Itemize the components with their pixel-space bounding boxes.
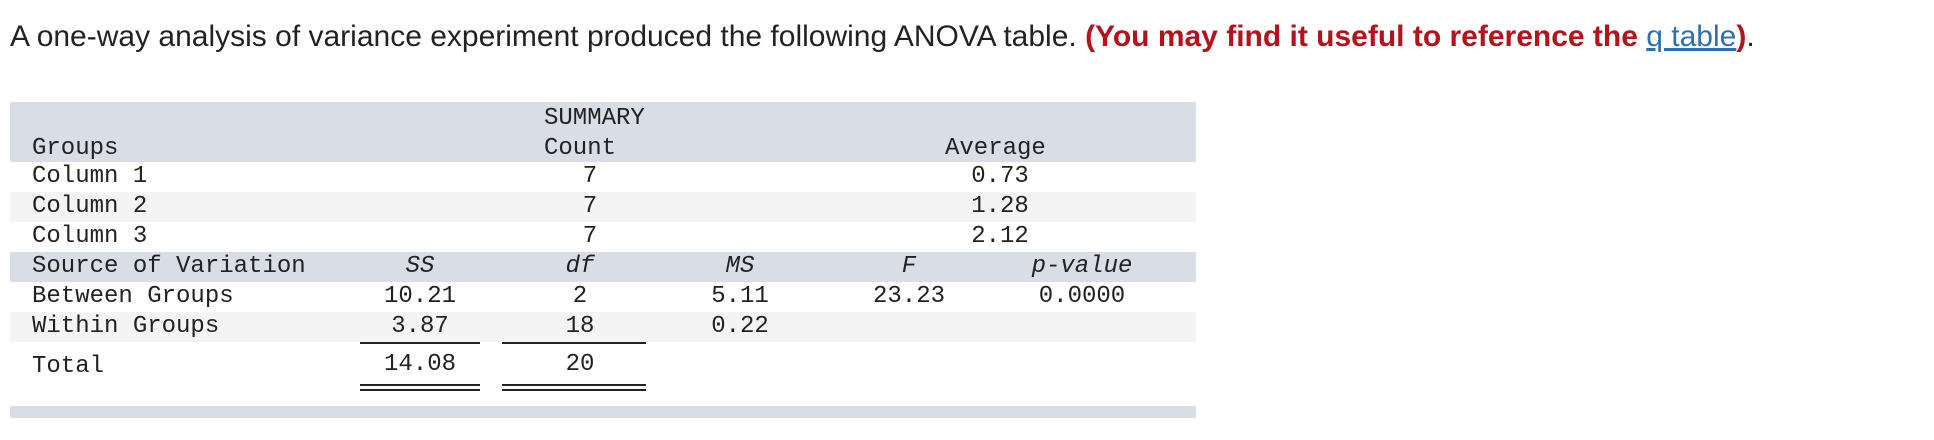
q-table-note: (You may find it useful to reference the… — [1085, 20, 1746, 53]
count-header: Count — [544, 135, 617, 162]
df-total-rule — [502, 342, 646, 344]
group-name: Column 2 — [32, 193, 148, 220]
ms-value: 5.11 — [711, 283, 769, 310]
ms-header: MS — [725, 253, 755, 280]
note-open: (You may find it useful to reference the — [1085, 20, 1647, 53]
summary-row-1 — [10, 162, 1196, 192]
df-header: df — [565, 253, 595, 280]
df-double-rule — [502, 384, 646, 391]
ss-total: 14.08 — [383, 351, 456, 378]
anova-table: SUMMARY Groups Count Average Column 1 7 … — [10, 102, 1196, 418]
df-total: 20 — [565, 351, 595, 378]
group-count: 7 — [582, 163, 598, 190]
p-value: 0.0000 — [1038, 283, 1126, 310]
groups-header: Groups — [32, 135, 119, 162]
summary-title: SUMMARY — [544, 105, 645, 132]
summary-row-2 — [10, 192, 1196, 222]
total-label: Total — [32, 353, 105, 380]
table-footer-band — [10, 406, 1196, 418]
f-header: F — [901, 253, 917, 280]
group-count: 7 — [582, 193, 598, 220]
f-value: 23.23 — [872, 283, 945, 310]
group-name: Column 1 — [32, 163, 148, 190]
group-average: 2.12 — [971, 223, 1029, 250]
ss-value: 3.87 — [391, 313, 449, 340]
source-name: Within Groups — [32, 313, 220, 340]
anova-header-band — [10, 252, 1196, 282]
ss-value: 10.21 — [383, 283, 456, 310]
source-header: Source of Variation — [32, 253, 306, 280]
note-close: ) — [1736, 20, 1747, 53]
question-period: . — [1746, 20, 1755, 53]
average-header: Average — [945, 135, 1046, 162]
group-average: 1.28 — [971, 193, 1029, 220]
q-table-link[interactable]: q table — [1646, 20, 1737, 53]
anova-row-within — [10, 312, 1196, 342]
p-value-header: p-value — [1031, 253, 1133, 280]
question-text: A one-way analysis of variance experimen… — [10, 22, 1755, 52]
df-value: 2 — [572, 283, 588, 310]
summary-row-3 — [10, 222, 1196, 252]
ss-total-rule — [360, 342, 480, 344]
summary-header-band — [10, 102, 1196, 162]
question-intro: A one-way analysis of variance experimen… — [10, 20, 1086, 53]
ss-double-rule — [360, 384, 480, 391]
group-count: 7 — [582, 223, 598, 250]
anova-row-total — [10, 346, 1196, 386]
anova-row-between — [10, 282, 1196, 312]
group-average: 0.73 — [971, 163, 1029, 190]
source-name: Between Groups — [32, 283, 234, 310]
ss-header: SS — [405, 253, 435, 280]
group-name: Column 3 — [32, 223, 148, 250]
ms-value: 0.22 — [711, 313, 769, 340]
df-value: 18 — [565, 313, 595, 340]
